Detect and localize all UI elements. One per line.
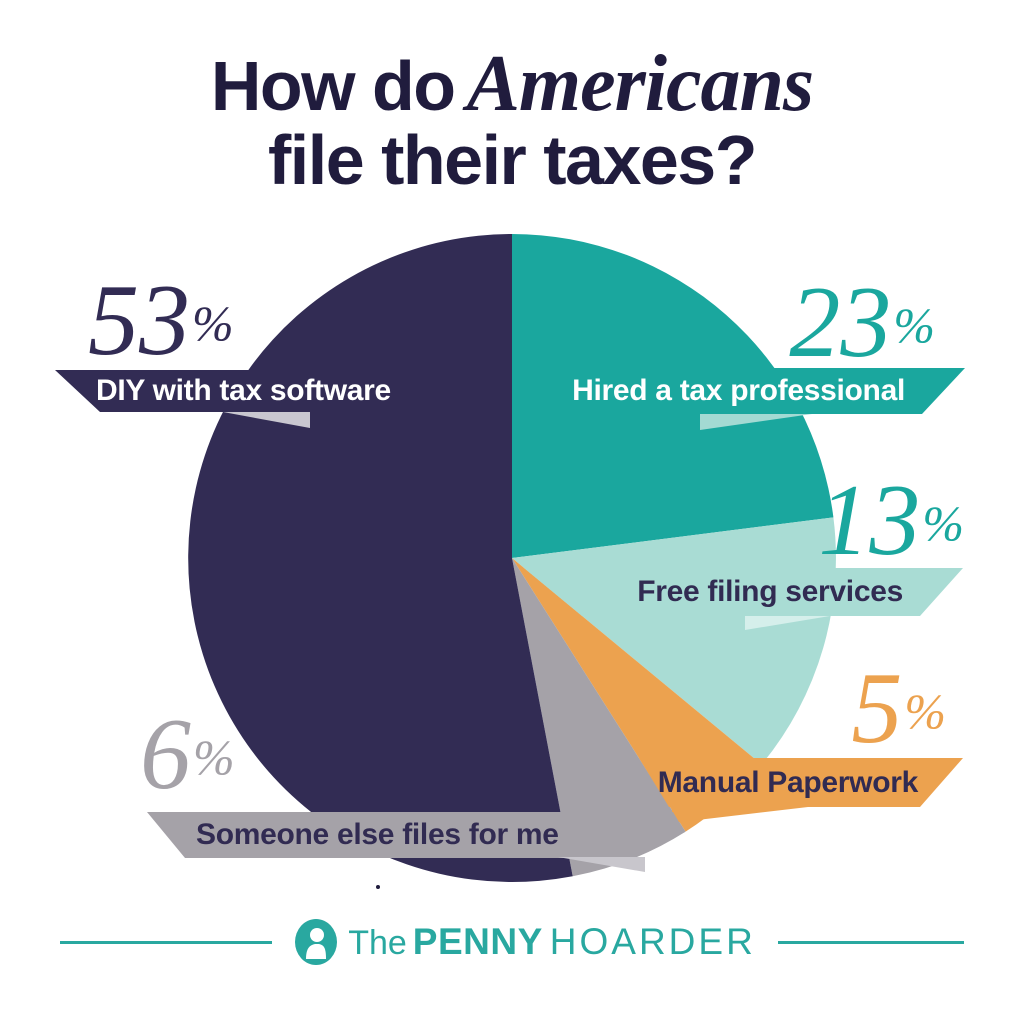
slice-label-diy: DIY with tax software	[96, 374, 391, 407]
percent-label-diy: 53%	[88, 270, 234, 372]
title-prefix: How do	[210, 47, 456, 125]
brand-hoarder: HOARDER	[549, 921, 756, 962]
ribbon-fold-diy-with-tax-software	[223, 412, 310, 428]
pie-slice-someone-else-files-for-me	[512, 558, 686, 877]
ribbon-fold-free-filing-services	[745, 616, 830, 630]
ribbon-manual-paperwork	[639, 758, 963, 807]
brand-the: The	[348, 924, 407, 962]
percent-sign: %	[922, 495, 964, 551]
ribbon-diy-with-tax-software	[55, 370, 512, 412]
brand-penny: PENNY	[412, 921, 543, 962]
ribbon-fold-hired-a-tax-professional	[700, 414, 812, 430]
ribbon-free-filing-services	[524, 568, 963, 616]
percent-sign: %	[904, 683, 946, 739]
ribbon-fold-someone-else-files-for-me	[558, 857, 645, 872]
footer-rule-left	[60, 940, 273, 944]
percent-label-manual: 5%	[851, 658, 946, 760]
ribbon-hired-a-tax-professional	[512, 368, 965, 414]
slice-label-free: Free filing services	[637, 575, 903, 608]
percent-sign: %	[193, 729, 235, 785]
title-line-2: file their taxes?	[267, 120, 758, 199]
percent-value: 53	[88, 264, 190, 377]
title-emphasis: Americans	[466, 40, 815, 128]
percent-label-hired: 23%	[789, 272, 935, 374]
slice-label-someone: Someone else files for me	[196, 818, 559, 851]
stray-dot	[376, 885, 380, 889]
percent-sign: %	[893, 297, 935, 353]
page-title: How do Americans file their taxes?	[0, 44, 1024, 199]
penny-hoarder-logo-icon	[295, 919, 338, 965]
title-line-1: How do Americans	[0, 44, 1024, 125]
percent-value: 5	[851, 652, 903, 765]
footer-rule-right	[777, 940, 964, 944]
ribbon-fold-manual-paperwork	[672, 807, 808, 823]
percent-value: 23	[789, 266, 892, 379]
ribbon-someone-else-files-for-me	[147, 812, 685, 858]
percent-value: 6	[140, 698, 191, 811]
slice-label-hired: Hired a tax professional	[572, 374, 905, 407]
percent-sign: %	[192, 295, 234, 351]
percent-value: 13	[818, 464, 921, 577]
brand-wordmark: The PENNY HOARDER	[348, 921, 756, 963]
footer-brand: The PENNY HOARDER	[0, 916, 1024, 968]
percent-label-someone: 6%	[140, 704, 235, 806]
percent-label-free: 13%	[818, 470, 964, 572]
slice-label-manual: Manual Paperwork	[657, 765, 919, 799]
